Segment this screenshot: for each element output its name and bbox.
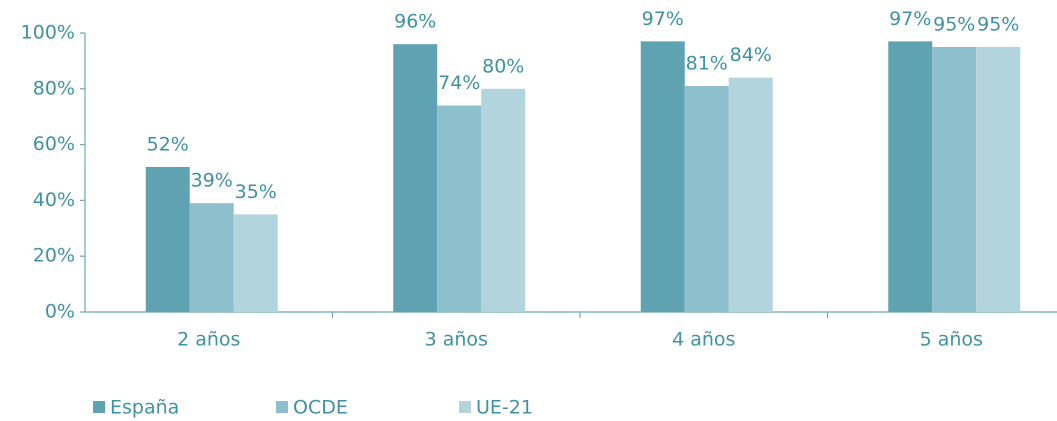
legend-swatch	[276, 401, 288, 413]
value-label: 96%	[394, 11, 436, 33]
x-tick-label: 4 años	[672, 329, 735, 351]
value-label: 95%	[933, 13, 975, 35]
x-tick-label: 2 años	[177, 329, 240, 351]
bar	[145, 166, 190, 312]
y-tick-label: 20%	[33, 245, 75, 267]
legend-swatch	[459, 401, 471, 413]
value-label: 84%	[730, 44, 772, 66]
y-tick-label: 0%	[45, 301, 75, 323]
bar	[684, 86, 729, 312]
bar	[393, 44, 438, 312]
y-tick-label: 100%	[21, 22, 75, 44]
legend-swatch	[93, 401, 105, 413]
legend-label: OCDE	[293, 397, 348, 419]
legend-label: España	[110, 397, 179, 419]
bar	[640, 41, 685, 313]
value-label: 35%	[235, 181, 277, 203]
bar	[888, 41, 933, 313]
legend-label: UE-21	[476, 397, 533, 419]
x-tick-label: 3 años	[425, 329, 488, 351]
bar	[932, 46, 977, 312]
y-tick-label: 60%	[33, 133, 75, 155]
bar	[189, 203, 234, 312]
value-label: 97%	[889, 8, 931, 30]
bar	[437, 105, 482, 312]
value-label: 80%	[482, 55, 524, 77]
value-label: 52%	[147, 133, 189, 155]
y-tick-label: 40%	[33, 189, 75, 211]
bar	[481, 88, 526, 312]
value-label: 74%	[438, 72, 480, 94]
value-label: 95%	[977, 13, 1019, 35]
bar	[976, 46, 1021, 312]
value-label: 81%	[686, 53, 728, 75]
bar	[233, 214, 278, 312]
bar	[728, 77, 773, 312]
x-tick-label: 5 años	[920, 329, 983, 351]
value-label: 97%	[642, 8, 684, 30]
y-tick-label: 80%	[33, 77, 75, 99]
value-label: 39%	[191, 170, 233, 192]
